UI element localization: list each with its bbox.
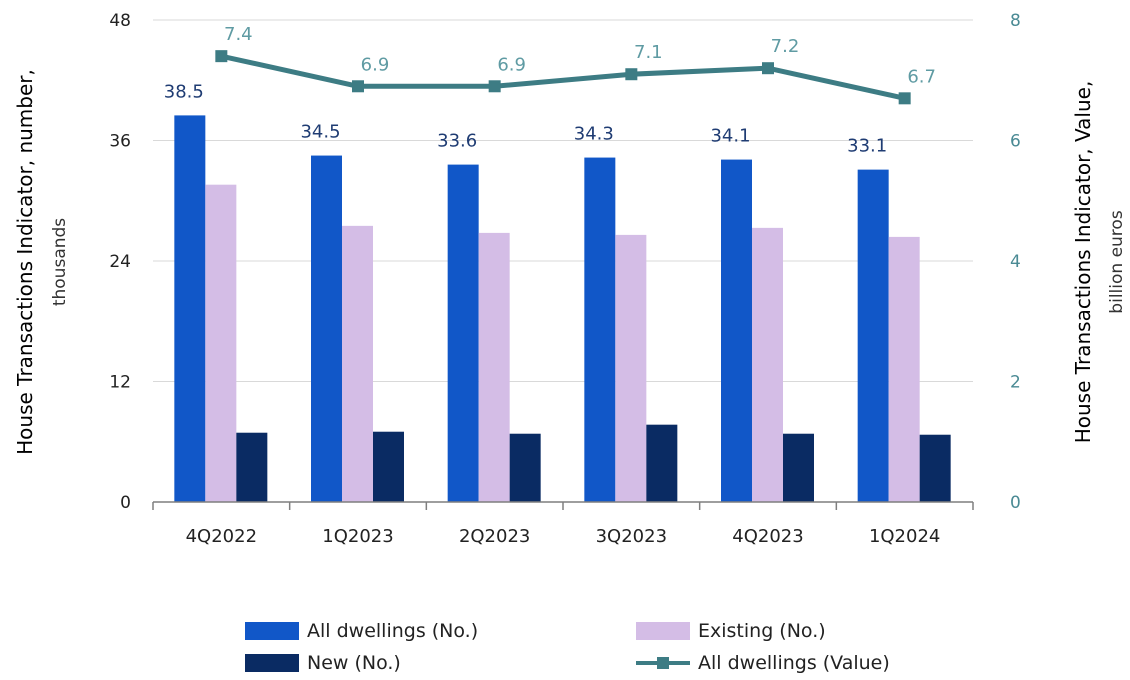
bar-new [509, 433, 541, 502]
value-line-marker [625, 68, 638, 81]
value-line-marker [898, 92, 911, 105]
category-label: 4Q2022 [186, 526, 257, 547]
bar-all-dwellings [584, 157, 616, 502]
bar-all-dwellings [447, 164, 479, 502]
bar-data-label: 33.1 [847, 136, 887, 157]
line-data-label: 7.2 [771, 36, 800, 57]
left-axis-subtitle: thousands [50, 218, 70, 306]
bar-existing [478, 232, 510, 502]
axes [152, 501, 974, 510]
bar-all-dwellings [857, 169, 889, 502]
bar-all-dwellings [721, 159, 752, 502]
data-labels: 38.5 34.5 33.6 34.3 34.1 33.1 7.4 6.9 6.9 7.1 7.2 6… [164, 24, 936, 156]
category-label: 3Q2023 [596, 526, 667, 547]
right-tick-label: 8 [1010, 11, 1021, 31]
right-axis-subtitle: billion euros [1107, 210, 1127, 314]
bar-new [646, 424, 678, 502]
gridlines [153, 19, 973, 382]
category-label: 1Q2024 [869, 526, 940, 547]
line-data-label: 7.4 [224, 24, 253, 45]
right-tick-label: 4 [1010, 252, 1021, 272]
bar-data-label: 34.3 [574, 124, 614, 145]
bar-existing [752, 227, 783, 503]
bars [174, 115, 951, 503]
line-data-label: 6.7 [907, 66, 936, 87]
value-line [215, 50, 911, 105]
bar-data-label: 33.6 [437, 131, 477, 152]
right-tick-label: 2 [1010, 373, 1021, 393]
bar-new [919, 434, 951, 502]
bar-all-dwellings [174, 115, 206, 502]
category-label: 4Q2023 [732, 526, 803, 547]
bar-data-label: 34.5 [300, 122, 340, 143]
category-label: 1Q2023 [322, 526, 393, 547]
bar-existing [615, 234, 647, 502]
line-data-label: 6.9 [497, 54, 526, 75]
left-tick-label: 0 [120, 493, 131, 513]
left-tick-label: 48 [109, 11, 131, 31]
bar-existing [888, 236, 920, 502]
bar-new [783, 433, 814, 502]
value-line-marker [352, 80, 364, 93]
bar-all-dwellings [311, 155, 342, 502]
line-data-label: 6.9 [361, 54, 390, 75]
right-tick-label: 0 [1010, 493, 1021, 513]
left-tick-label: 24 [109, 252, 131, 272]
bar-new [236, 432, 268, 502]
bar-existing [205, 184, 237, 502]
category-labels: 4Q2022 1Q2023 2Q2023 3Q2023 4Q2023 1Q2024 [186, 526, 941, 547]
value-line-marker [488, 80, 501, 93]
line-data-label: 7.1 [634, 42, 663, 63]
left-axis-title: House Transactions Indicator, number, [13, 69, 37, 455]
bar-data-label: 34.1 [710, 126, 750, 147]
bar-data-label: 38.5 [164, 81, 204, 102]
value-line-marker [215, 50, 228, 63]
bar-existing [342, 225, 373, 502]
value-line-path [220, 53, 906, 101]
value-line-marker [762, 62, 774, 75]
left-tick-label: 36 [109, 132, 131, 152]
left-tick-label: 12 [109, 373, 131, 393]
bar-new [373, 431, 404, 502]
right-tick-label: 6 [1010, 132, 1021, 152]
right-axis-title: House Transactions Indicator, Value, [1071, 81, 1095, 444]
category-label: 2Q2023 [459, 526, 530, 547]
